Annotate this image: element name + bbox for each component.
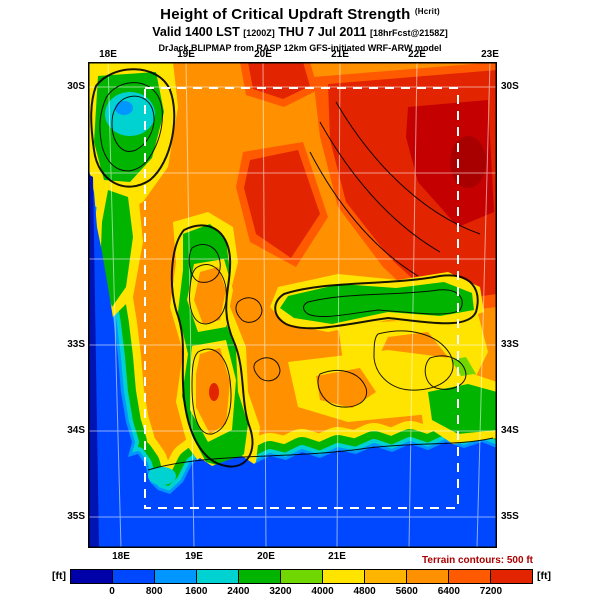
colorbar-tick-label: 6400 [437, 586, 460, 597]
lat-tick-left: 35S [67, 511, 85, 522]
lon-tick-bottom: 18E [112, 551, 130, 562]
model-line: DrJack BLIPMAP from RASP 12km GFS-initia… [158, 43, 442, 53]
lon-tick-top: 20E [254, 49, 272, 60]
colorbar-tick-label: 2400 [227, 586, 250, 597]
lat-tick-left: 34S [67, 425, 85, 436]
lon-tick-top: 21E [331, 49, 349, 60]
valid-time: Valid 1400 LST [152, 25, 244, 39]
colorbar-unit-left: [ft] [52, 570, 66, 582]
contour-map [65, 61, 520, 549]
high-value-red-regions [236, 62, 497, 314]
valid-zulu: [1200Z] [243, 28, 275, 38]
colorbar-ticks: 0 800 1600 2400 3200 4000 4800 5600 6400 7200 [70, 586, 533, 598]
colorbar-tick-label: 1600 [185, 586, 208, 597]
lon-tick-top: 19E [177, 49, 195, 60]
terrain-contour-lines [90, 68, 494, 471]
page-title: Height of Critical Updraft Strength (Hcr… [0, 6, 600, 23]
colorbar-tick-label: 800 [145, 586, 163, 597]
title-text: Height of Critical Updraft Strength [160, 6, 411, 23]
colorbar-segment [365, 570, 407, 583]
lon-tick-top: 23E [481, 49, 499, 60]
colorbar-segment [281, 570, 323, 583]
colorbar-tick-label: 7200 [479, 586, 503, 597]
colorbar-segments [70, 569, 533, 584]
colorbar-segment [71, 570, 113, 583]
colorbar-segment [155, 570, 197, 583]
colorbar-segment [449, 570, 491, 583]
colorbar-tick-label: 0 [109, 586, 115, 597]
colorbar-unit-right: [ft] [537, 570, 551, 582]
colorbar-segment [197, 570, 239, 583]
title-unit: (Hcrit) [414, 7, 440, 16]
lon-tick-top: 18E [99, 49, 117, 60]
model-domain-boundary [144, 87, 459, 509]
colorbar-tick-label: 3200 [269, 586, 292, 597]
lon-tick-top: 22E [408, 49, 426, 60]
valid-date: THU 7 Jul 2011 [274, 25, 370, 39]
colorbar-segment [323, 570, 365, 583]
map-border [88, 62, 497, 548]
colorbar-segment [239, 570, 281, 583]
valid-line: Valid 1400 LST [1200Z] THU 7 Jul 2011 [1… [0, 25, 600, 39]
forecast-hour: [18hrFcst@2158Z] [369, 28, 448, 38]
lat-tick-right: 30S [501, 81, 519, 92]
lat-tick-left: 30S [67, 81, 85, 92]
colorbar-tick-label: 4800 [353, 586, 376, 597]
colorbar-segment [407, 570, 449, 583]
lat-tick-right: 35S [501, 511, 519, 522]
colorbar-segment [491, 570, 532, 583]
terrain-value-regions [88, 62, 497, 480]
lat-tick-left: 33S [67, 339, 85, 350]
lat-tick-right: 33S [501, 339, 519, 350]
ocean-region [88, 165, 497, 548]
colorbar-tick-label: 5600 [395, 586, 418, 597]
lat-tick-right: 34S [501, 425, 519, 436]
colorbar-tick-label: 4000 [311, 586, 334, 597]
colorbar-segment [113, 570, 155, 583]
lon-tick-bottom: 20E [257, 551, 275, 562]
terrain-contours-note: Terrain contours: 500 ft [422, 555, 533, 566]
lon-tick-bottom: 19E [185, 551, 203, 562]
lon-tick-bottom: 21E [328, 551, 346, 562]
